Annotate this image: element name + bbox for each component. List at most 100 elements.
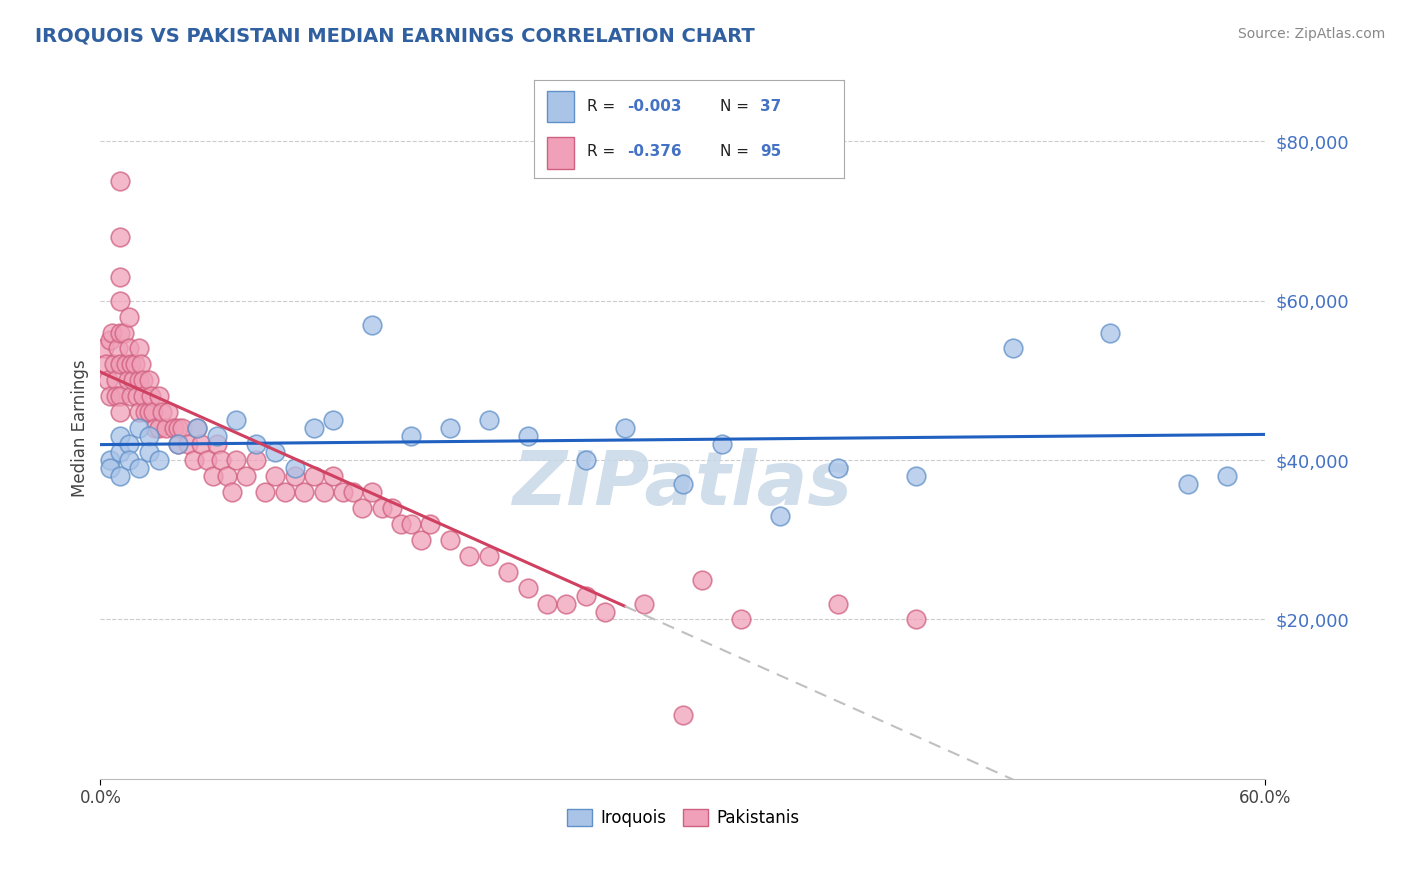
Point	[381, 500, 404, 515]
Point	[439, 421, 461, 435]
Point	[536, 597, 558, 611]
Text: 37: 37	[761, 99, 782, 114]
Point	[108, 293, 131, 308]
Point	[769, 508, 792, 523]
Point	[170, 421, 193, 435]
Point	[245, 437, 267, 451]
Point	[190, 437, 212, 451]
Legend: Iroquois, Pakistanis: Iroquois, Pakistanis	[560, 802, 806, 834]
Point	[352, 500, 374, 515]
Point	[120, 358, 142, 372]
Point	[132, 389, 155, 403]
Point	[108, 230, 131, 244]
Point	[283, 461, 305, 475]
Point	[139, 389, 162, 403]
Point	[108, 445, 131, 459]
Point	[575, 453, 598, 467]
Point	[312, 485, 335, 500]
Text: N =: N =	[720, 99, 754, 114]
Point	[152, 405, 174, 419]
Point	[163, 421, 186, 435]
Point	[516, 429, 538, 443]
Point	[148, 453, 170, 467]
Point	[633, 597, 655, 611]
Point	[108, 358, 131, 372]
Point	[155, 421, 177, 435]
Point	[516, 581, 538, 595]
Point	[221, 485, 243, 500]
Point	[98, 461, 121, 475]
Point	[419, 516, 441, 531]
Point	[118, 453, 141, 467]
Point	[122, 373, 145, 387]
Point	[209, 453, 232, 467]
Point	[108, 326, 131, 340]
Point	[1001, 342, 1024, 356]
Point	[672, 477, 695, 491]
Point	[138, 429, 160, 443]
Point	[108, 429, 131, 443]
Point	[108, 405, 131, 419]
Point	[302, 421, 325, 435]
Text: 95: 95	[761, 145, 782, 160]
Point	[183, 453, 205, 467]
Point	[478, 549, 501, 563]
Point	[225, 453, 247, 467]
Point	[1177, 477, 1199, 491]
Point	[120, 389, 142, 403]
Point	[710, 437, 733, 451]
Point	[264, 469, 287, 483]
Point	[112, 326, 135, 340]
Point	[264, 445, 287, 459]
Point	[613, 421, 636, 435]
Text: IROQUOIS VS PAKISTANI MEDIAN EARNINGS CORRELATION CHART: IROQUOIS VS PAKISTANI MEDIAN EARNINGS CO…	[35, 27, 755, 45]
Point	[128, 373, 150, 387]
Point	[128, 342, 150, 356]
Point	[292, 485, 315, 500]
Point	[114, 358, 136, 372]
Point	[98, 389, 121, 403]
Point	[555, 597, 578, 611]
Point	[118, 437, 141, 451]
Point	[904, 612, 927, 626]
Point	[409, 533, 432, 547]
Point	[129, 358, 152, 372]
Point	[399, 516, 422, 531]
Point	[904, 469, 927, 483]
Point	[827, 597, 849, 611]
Point	[672, 708, 695, 723]
Point	[103, 358, 125, 372]
Point	[593, 605, 616, 619]
Point	[827, 461, 849, 475]
Point	[167, 437, 190, 451]
Point	[371, 500, 394, 515]
Point	[101, 326, 124, 340]
Point	[128, 421, 150, 435]
Point	[96, 358, 118, 372]
Point	[138, 405, 160, 419]
Point	[1098, 326, 1121, 340]
Text: R =: R =	[586, 99, 620, 114]
FancyBboxPatch shape	[547, 137, 575, 169]
Point	[215, 469, 238, 483]
Point	[322, 413, 344, 427]
Point	[108, 469, 131, 483]
Point	[118, 342, 141, 356]
Point	[332, 485, 354, 500]
Point	[132, 373, 155, 387]
Point	[143, 421, 166, 435]
Point	[117, 373, 139, 387]
Point	[322, 469, 344, 483]
Point	[93, 342, 115, 356]
Point	[118, 310, 141, 324]
Point	[128, 405, 150, 419]
Text: R =: R =	[586, 145, 620, 160]
Y-axis label: Median Earnings: Median Earnings	[72, 359, 89, 497]
Point	[167, 437, 190, 451]
Point	[97, 373, 120, 387]
FancyBboxPatch shape	[547, 91, 575, 122]
Point	[439, 533, 461, 547]
Point	[148, 389, 170, 403]
Point	[361, 485, 384, 500]
Text: Source: ZipAtlas.com: Source: ZipAtlas.com	[1237, 27, 1385, 41]
